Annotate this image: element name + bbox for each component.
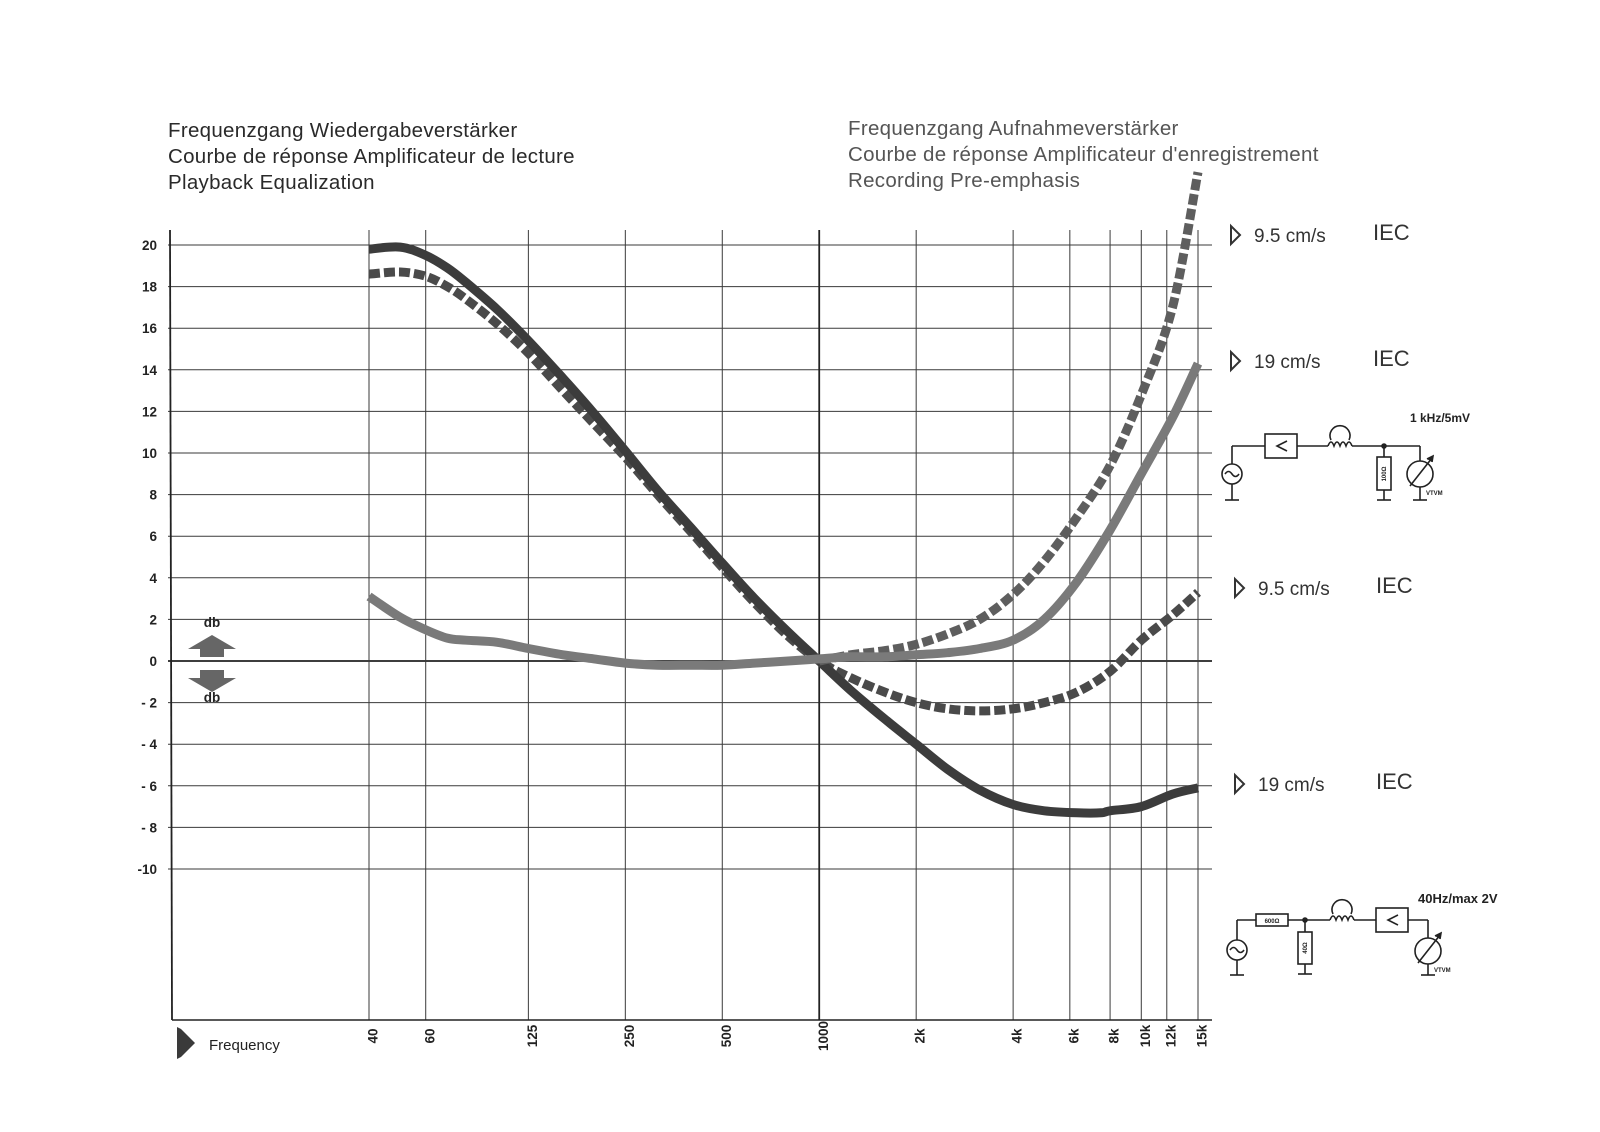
x-tick-label: 60	[422, 1028, 437, 1043]
x-tick-label: 1000	[816, 1021, 831, 1051]
y-tick-label: - 6	[141, 779, 157, 794]
amplifier-box	[1375, 907, 1409, 933]
arrow-down-icon	[188, 670, 236, 692]
x-tick-label: 40	[366, 1028, 381, 1043]
speed-label-standard: IEC	[1373, 220, 1410, 245]
x-tick-label: 15k	[1195, 1024, 1210, 1047]
recording-title: Frequenzgang Aufnahmeverstärker Courbe d…	[848, 116, 1319, 194]
recording-circuit-diagram: 1 kHz/5mV 100Ω VTVM	[1221, 411, 1470, 501]
shunt-resistor-label: 40Ω	[1303, 942, 1309, 954]
series-line-recording-3	[818, 171, 1203, 666]
amplifier-icon	[1386, 914, 1399, 926]
y-tick-label: 12	[142, 404, 157, 419]
y-tick-label: - 2	[141, 696, 157, 711]
y-axis-line	[169, 229, 173, 1021]
recording-title-line-3: Recording Pre-emphasis	[848, 169, 1081, 192]
y-tick-label: 16	[142, 321, 158, 336]
series-line-recording-4	[366, 361, 1203, 670]
frequency-axis-label: Frequency	[177, 1027, 280, 1059]
recording-signal-label: 1 kHz/5mV	[1410, 411, 1470, 425]
x-tick-label: 4k	[1010, 1028, 1025, 1044]
chart-grid	[168, 230, 1212, 1020]
playback-title-line-2: Courbe de réponse Amplificateur de lectu…	[168, 145, 575, 168]
x-tick-label: 500	[719, 1025, 734, 1048]
speed-labels: 9.5 cm/s IEC 19 cm/s IEC 9.5 cm/s IEC 19…	[1230, 220, 1413, 796]
speed-label-text: 9.5 cm/s	[1254, 226, 1326, 247]
y-tick-label: 18	[142, 280, 158, 295]
head-icon	[1329, 424, 1351, 441]
y-tick-label: 8	[149, 488, 157, 503]
y-tick-label: 14	[142, 363, 158, 378]
triangle-icon	[1234, 576, 1246, 600]
frequency-label: Frequency	[209, 1037, 280, 1054]
x-tick-label: 250	[622, 1025, 637, 1048]
y-tick-label: 6	[149, 529, 157, 544]
head-coil-icon	[1329, 915, 1355, 923]
chart-axes	[169, 229, 1212, 1021]
x-tick-label: 8k	[1107, 1028, 1122, 1044]
speed-label-standard: IEC	[1376, 769, 1413, 794]
x-axis-tick-labels: 40 60 125 250 500 1000 2k 4k 6k 8k 10k 12k 15k	[366, 1021, 1210, 1051]
speed-label-1: 9.5 cm/s IEC	[1230, 220, 1410, 247]
voltmeter-label: VTVM	[1434, 968, 1451, 974]
x-tick-label: 2k	[913, 1028, 928, 1044]
triangle-icon	[1230, 223, 1242, 247]
playback-signal-label: 40Hz/max 2V	[1418, 891, 1498, 906]
y-tick-label: 4	[149, 571, 157, 586]
triangle-icon	[1230, 349, 1242, 373]
playback-title: Frequenzgang Wiedergabeverstärker Courbe…	[168, 118, 575, 196]
series-resistor-label: 600Ω	[1265, 919, 1280, 925]
x-tick-label: 6k	[1066, 1028, 1081, 1044]
head-icon	[1331, 898, 1353, 915]
speed-label-2: 19 cm/s IEC	[1230, 346, 1410, 373]
recording-title-line-1: Frequenzgang Aufnahmeverstärker	[848, 117, 1179, 140]
db-down-label: db	[204, 690, 221, 705]
arrow-right-icon	[177, 1027, 195, 1059]
playback-title-line-3: Playback Equalization	[168, 171, 375, 194]
y-tick-label: 0	[149, 654, 157, 669]
speed-label-text: 19 cm/s	[1254, 352, 1321, 373]
x-tick-label: 12k	[1163, 1024, 1178, 1047]
y-tick-label: 2	[149, 612, 157, 627]
sine-icon	[1224, 470, 1240, 478]
speed-label-4: 19 cm/s IEC	[1234, 769, 1413, 796]
recording-title-line-2: Courbe de réponse Amplificateur d'enregi…	[848, 143, 1319, 166]
series-line-playback-2	[368, 242, 1200, 818]
sine-icon	[1229, 946, 1245, 954]
playback-circuit-diagram: 40Hz/max 2V 600Ω 40Ω VTVM	[1226, 891, 1498, 976]
y-tick-label: - 8	[141, 820, 157, 835]
speed-label-standard: IEC	[1376, 573, 1413, 598]
speed-label-text: 19 cm/s	[1258, 775, 1325, 796]
db-indicator: db db	[188, 615, 236, 705]
resistor-label: 100Ω	[1382, 466, 1388, 481]
db-up-label: db	[204, 615, 221, 630]
speed-label-standard: IEC	[1373, 346, 1410, 371]
triangle-icon	[1234, 772, 1246, 796]
x-tick-label: 125	[525, 1024, 540, 1047]
amplifier-box	[1264, 433, 1298, 459]
y-tick-label: - 4	[141, 737, 157, 752]
y-tick-label: 20	[142, 238, 157, 253]
y-tick-label: -10	[137, 862, 157, 877]
x-tick-label: 10k	[1138, 1024, 1153, 1047]
head-coil-icon	[1327, 441, 1353, 449]
chart-series	[366, 171, 1203, 818]
arrow-up-icon	[188, 635, 236, 657]
voltmeter-label: VTVM	[1426, 491, 1443, 497]
y-tick-label: 10	[142, 446, 157, 461]
speed-label-3: 9.5 cm/s IEC	[1234, 573, 1413, 600]
playback-title-line-1: Frequenzgang Wiedergabeverstärker	[168, 119, 518, 142]
speed-label-text: 9.5 cm/s	[1258, 579, 1330, 600]
amplifier-icon	[1275, 440, 1288, 452]
